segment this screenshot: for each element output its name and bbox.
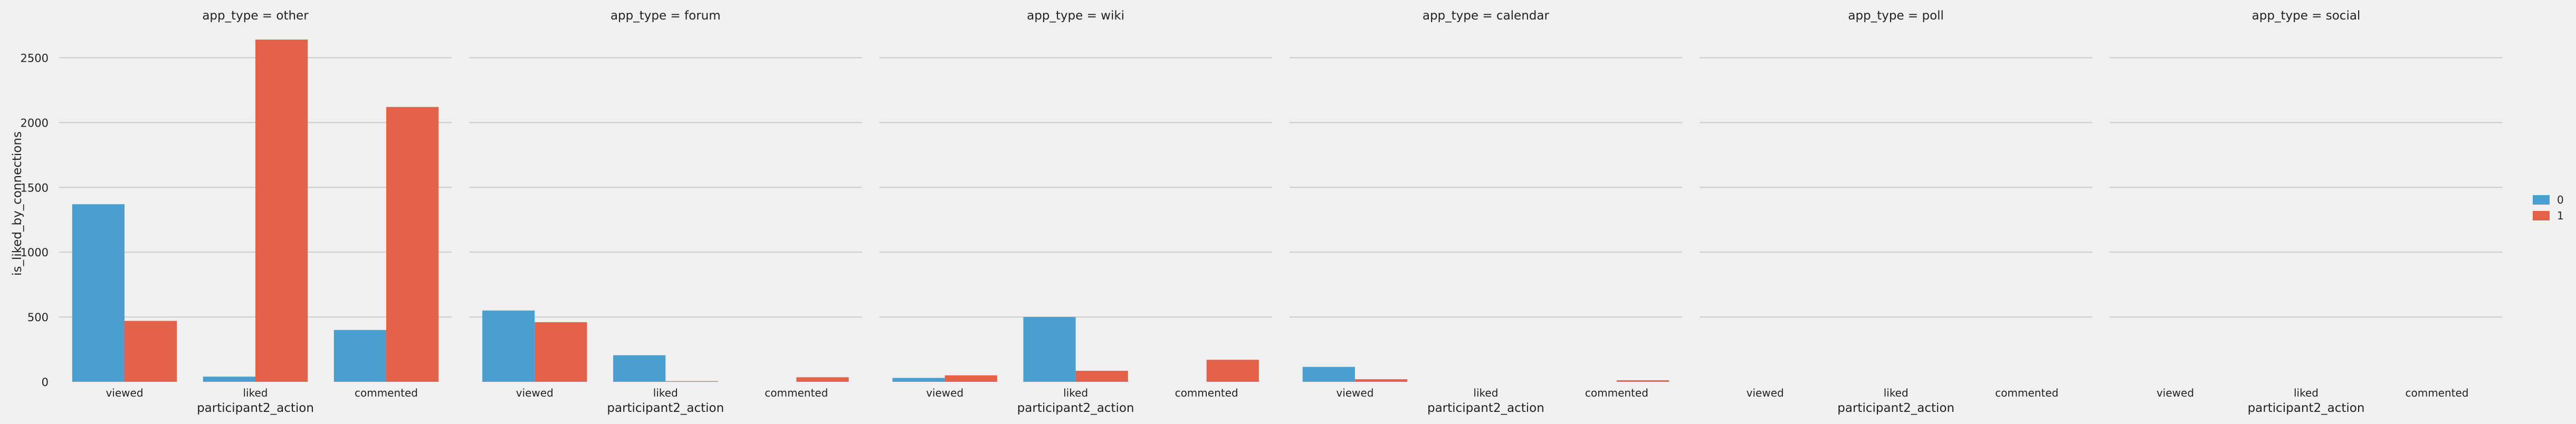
bar-liked-hue-1 (255, 40, 308, 382)
y-tick-label: 2000 (21, 117, 49, 129)
x-tick-label: commented (355, 387, 418, 399)
y-tick-label: 1000 (21, 246, 49, 259)
x-axis-label: participant2_action (1017, 401, 1134, 415)
x-tick-label: liked (1063, 387, 1088, 399)
bar-commented-hue-1 (1206, 360, 1259, 382)
x-tick-label: commented (1175, 387, 1238, 399)
legend-swatch-1 (2533, 211, 2550, 220)
x-axis-label: participant2_action (607, 401, 724, 415)
bar-viewed-hue-1 (535, 322, 587, 382)
x-tick-label: commented (1995, 387, 2058, 399)
x-tick-label: viewed (1336, 387, 1373, 399)
bar-viewed-hue-0 (1302, 367, 1355, 382)
x-tick-label: commented (765, 387, 828, 399)
x-tick-label: liked (1473, 387, 1498, 399)
bar-liked-hue-0 (1023, 317, 1076, 382)
y-axis-label: is_liked_by_connections (11, 131, 24, 276)
bar-liked-hue-0 (613, 355, 666, 382)
bar-viewed-hue-0 (72, 204, 125, 382)
y-tick-label: 1500 (21, 181, 49, 194)
x-tick-label: viewed (1747, 387, 1784, 399)
bar-commented-hue-0 (333, 330, 386, 382)
x-tick-label: liked (1884, 387, 1909, 399)
x-tick-label: liked (243, 387, 268, 399)
x-tick-label: viewed (516, 387, 554, 399)
bar-liked-hue-1 (1075, 371, 1128, 382)
x-axis-label: participant2_action (197, 401, 314, 415)
x-tick-label: commented (2405, 387, 2468, 399)
bar-viewed-hue-0 (892, 378, 945, 382)
y-tick-label: 500 (27, 311, 49, 324)
bar-commented-hue-1 (796, 377, 849, 382)
x-tick-label: liked (2294, 387, 2319, 399)
x-tick-label: viewed (926, 387, 963, 399)
x-tick-label: viewed (106, 387, 143, 399)
bar-commented-hue-1 (386, 107, 439, 382)
legend-label: 0 (2557, 194, 2564, 206)
bar-liked-hue-1 (665, 381, 718, 382)
x-tick-label: liked (653, 387, 678, 399)
x-tick-label: commented (1585, 387, 1648, 399)
facet-title: app_type = other (202, 9, 309, 23)
facet-title: app_type = calendar (1423, 9, 1550, 23)
facet-title: app_type = forum (610, 9, 721, 23)
bar-liked-hue-0 (203, 377, 255, 382)
x-tick-label: viewed (2157, 387, 2194, 399)
bar-commented-hue-1 (1616, 380, 1669, 382)
x-axis-label: participant2_action (1837, 401, 1954, 415)
y-tick-label: 0 (42, 376, 49, 389)
y-tick-label: 2500 (21, 52, 49, 64)
bar-viewed-hue-1 (1354, 379, 1408, 382)
bar-viewed-hue-1 (125, 321, 177, 382)
facet-title: app_type = wiki (1027, 9, 1124, 23)
x-axis-label: participant2_action (2248, 401, 2365, 415)
facet-title: app_type = poll (1848, 9, 1944, 23)
legend-label: 1 (2557, 209, 2564, 222)
x-axis-label: participant2_action (1427, 401, 1544, 415)
bar-viewed-hue-0 (482, 310, 535, 382)
legend-swatch-0 (2533, 195, 2550, 205)
bar-viewed-hue-1 (944, 375, 997, 382)
facet-title: app_type = social (2252, 9, 2361, 23)
